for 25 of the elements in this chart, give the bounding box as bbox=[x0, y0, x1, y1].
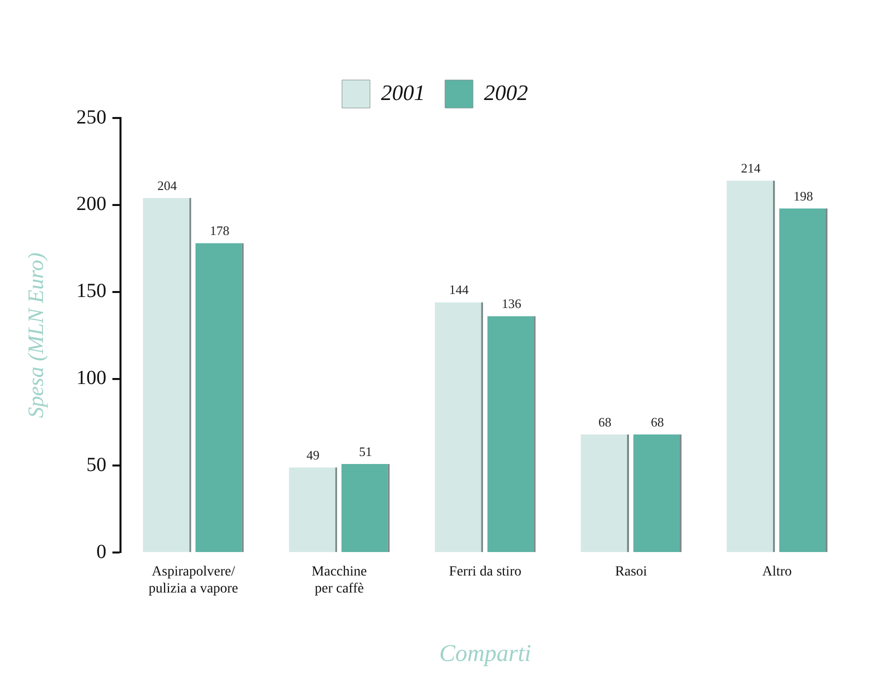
y-tick-label: 0 bbox=[96, 540, 106, 563]
data-label: 144 bbox=[449, 282, 470, 298]
data-label: 136 bbox=[502, 296, 522, 312]
y-tick-label: 250 bbox=[76, 106, 106, 128]
data-label: 51 bbox=[359, 444, 372, 459]
x-tick-label: Ferri da stiro bbox=[449, 564, 522, 580]
data-label: 178 bbox=[210, 223, 230, 238]
y-tick-label: 100 bbox=[76, 367, 106, 390]
data-label: 68 bbox=[650, 414, 664, 430]
data-label: 198 bbox=[794, 188, 814, 204]
x-tick-label: Altro bbox=[762, 564, 792, 580]
x-tick-label: Rasoi bbox=[615, 564, 648, 580]
data-label: 214 bbox=[741, 160, 762, 176]
x-tick-label: Aspirapolvere/ pulizia a vapore bbox=[148, 564, 238, 596]
y-tick-label: 200 bbox=[76, 193, 106, 216]
y-tick-label: 50 bbox=[86, 454, 106, 476]
data-label: 204 bbox=[157, 178, 178, 193]
x-tick-label: Macchine per caffè bbox=[312, 564, 367, 596]
data-label: 49 bbox=[306, 447, 320, 462]
y-axis-title: Spesa (MLN Euro) bbox=[22, 252, 48, 418]
data-label: 68 bbox=[598, 414, 612, 430]
legend-label: 2002 bbox=[484, 80, 528, 105]
y-tick-label: 150 bbox=[76, 280, 106, 302]
x-axis-title: Comparti bbox=[439, 640, 532, 667]
legend-label: 2001 bbox=[381, 80, 425, 105]
